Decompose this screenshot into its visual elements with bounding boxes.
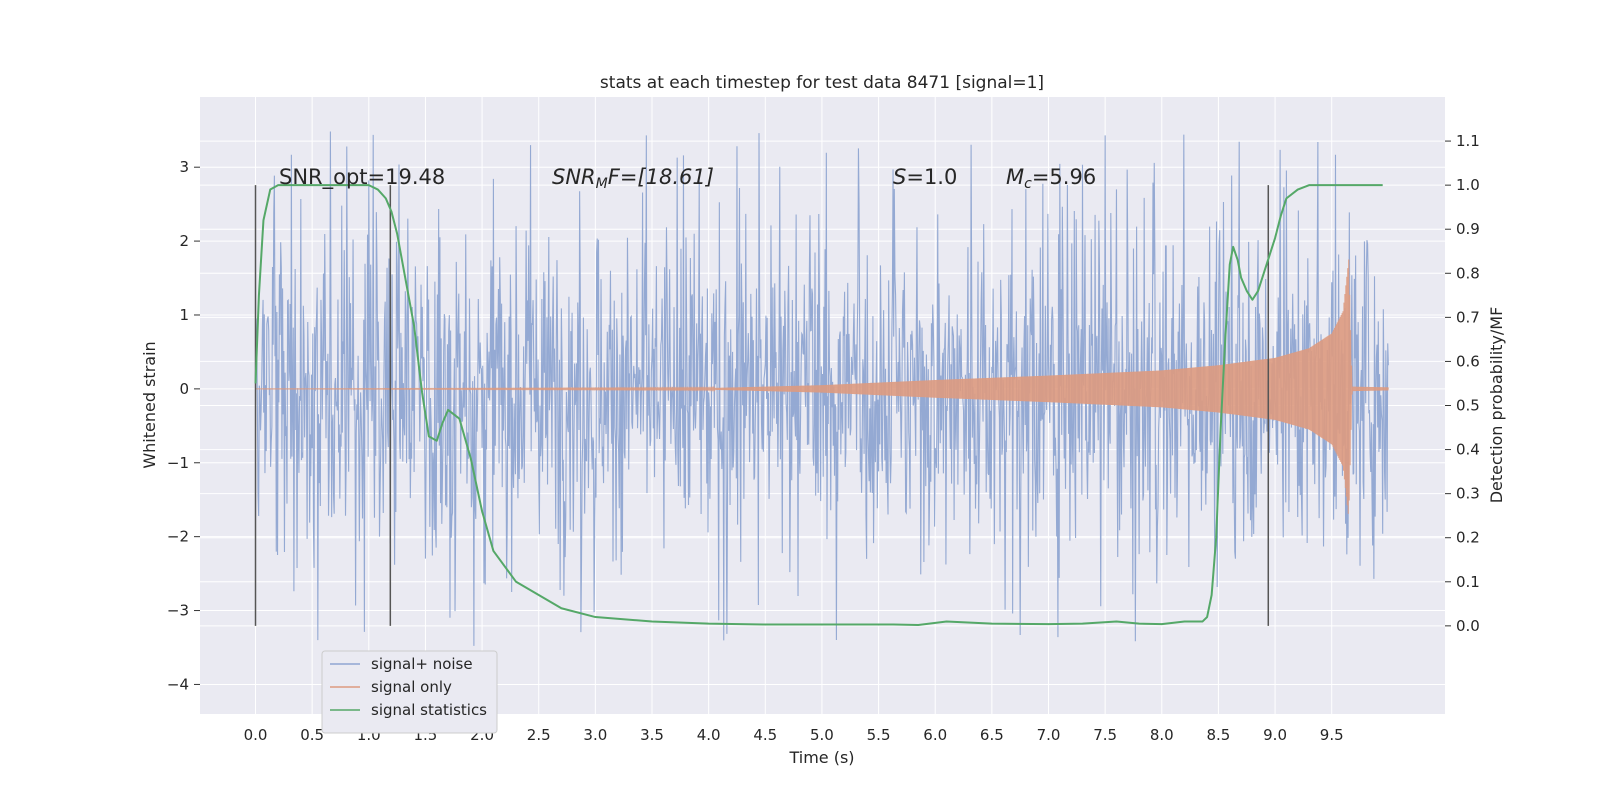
x-tick-label: 0.0 <box>244 726 268 744</box>
signal-noise-series <box>254 131 1389 646</box>
y-right-tick-labels: 1.1 1.0 0.9 0.8 0.7 0.6 0.5 0.4 0.3 0.2 0.1 0.0 <box>1445 132 1480 635</box>
annotation-snr-mf: SNRMF=[18.61] <box>552 165 714 192</box>
series-line-signal-only <box>255 259 1389 514</box>
x-tick-label: 4.5 <box>753 726 777 744</box>
y-right-tick-label: 0.4 <box>1456 441 1480 459</box>
y-right-tick-label: 0.2 <box>1456 529 1480 547</box>
x-tick-label: 7.5 <box>1093 726 1117 744</box>
x-tick-label: 3.5 <box>640 726 664 744</box>
x-tick-label: 8.0 <box>1150 726 1174 744</box>
legend-box <box>321 650 498 734</box>
y-axis-label-left: Whitened strain <box>140 341 159 468</box>
x-tick-label: 4.0 <box>697 726 721 744</box>
x-tick-label: 7.0 <box>1037 726 1061 744</box>
series-line-signal-noise <box>254 131 1389 646</box>
y-right-tick-label: 0.5 <box>1456 397 1480 415</box>
annotation-mc: Mc=5.96 <box>1006 165 1096 192</box>
x-tick-label: 3.0 <box>583 726 607 744</box>
y-left-tick-label: 3 <box>179 158 189 176</box>
y-right-tick-label: 0.8 <box>1456 264 1480 282</box>
x-tick-label: 8.5 <box>1207 726 1231 744</box>
y-axis-label-right: Detection probability/MF <box>1487 307 1506 504</box>
y-right-tick-label: 0.9 <box>1456 220 1480 238</box>
x-tick-label: 5.5 <box>867 726 891 744</box>
legend-label-noise: signal+ noise <box>371 655 473 673</box>
y-left-tick-label: 1 <box>179 306 189 324</box>
y-left-tick-label: −1 <box>167 454 189 472</box>
y-right-tick-label: 1.1 <box>1456 132 1480 150</box>
annotation-snr-opt: SNR_opt=19.48 <box>279 165 445 190</box>
y-right-tick-label: 0.3 <box>1456 485 1480 503</box>
x-tick-label: 2.5 <box>527 726 551 744</box>
x-tick-label: 9.0 <box>1263 726 1287 744</box>
annotation-s: S=1.0 <box>893 165 957 189</box>
y-right-tick-label: 1.0 <box>1456 176 1480 194</box>
y-right-tick-label: 0.6 <box>1456 352 1480 370</box>
x-tick-label: 0.5 <box>300 726 324 744</box>
y-left-tick-label: 0 <box>179 380 189 398</box>
chart-title: stats at each timestep for test data 847… <box>600 73 1044 93</box>
signal-statistics-series <box>254 184 1383 626</box>
x-tick-label: 5.0 <box>810 726 834 744</box>
y-left-tick-label: −3 <box>167 602 189 620</box>
signal-only-series <box>255 259 1389 514</box>
x-axis-label: Time (s) <box>788 748 854 767</box>
y-left-tick-label: −4 <box>167 675 189 693</box>
y-left-tick-labels: 3 2 1 0 −1 −2 −3 −4 <box>167 158 200 693</box>
y-left-tick-label: 2 <box>179 232 189 250</box>
y-right-tick-label: 0.7 <box>1456 308 1480 326</box>
legend-label-signal: signal only <box>371 678 452 696</box>
x-tick-label: 6.0 <box>923 726 947 744</box>
y-left-tick-label: −2 <box>167 528 189 546</box>
legend-label-stats: signal statistics <box>371 701 487 719</box>
x-tick-label: 9.5 <box>1320 726 1344 744</box>
x-tick-label: 6.5 <box>980 726 1004 744</box>
y-right-tick-label: 0.1 <box>1456 573 1480 591</box>
legend: signal+ noise signal only signal statist… <box>321 650 498 734</box>
series-line-signal-statistics <box>254 184 1383 626</box>
y-right-tick-label: 0.0 <box>1456 617 1480 635</box>
